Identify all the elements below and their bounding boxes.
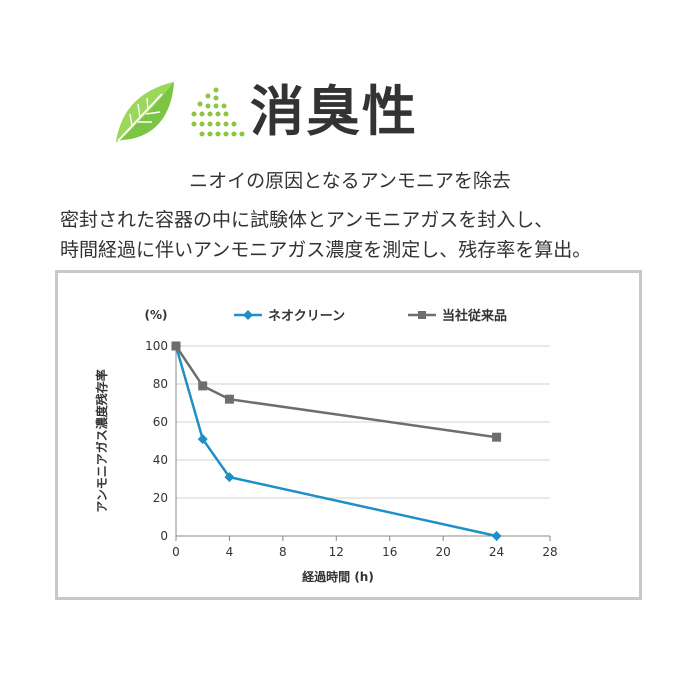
series-1-point-3	[491, 531, 502, 541]
leaf-icon	[116, 82, 174, 142]
x-tick-label-8: 8	[279, 545, 287, 559]
x-tick-label-28: 28	[542, 545, 557, 559]
description: 密封された容器の中に試験体とアンモニアガスを封入し、 時間経過に伴いアンモニアガ…	[60, 205, 660, 265]
description-line-2: 時間経過に伴いアンモニアガス濃度を測定し、残存率を算出。	[60, 239, 592, 261]
page-title: 消臭性	[250, 80, 418, 143]
series-1-point-2	[224, 472, 235, 483]
y-tick-label-60: 60	[153, 415, 168, 429]
series-2-point-2	[224, 394, 234, 404]
x-axis-title: 経過時間 (h)	[302, 569, 374, 584]
y-unit-label: (%)	[145, 308, 168, 322]
series-2-point-0	[171, 341, 181, 351]
x-tick-label-4: 4	[226, 545, 234, 559]
spray-dots-icon	[191, 87, 245, 137]
x-tick-label-0: 0	[172, 545, 180, 559]
y-tick-label-40: 40	[153, 453, 168, 467]
x-tick-label-24: 24	[489, 545, 504, 559]
legend-label-1: ネオクリーン	[268, 309, 345, 324]
series-line-2	[174, 345, 497, 439]
x-tick-label-20: 20	[436, 545, 451, 559]
y-axis-title: アンモニアガス濃度残存率	[94, 369, 109, 513]
header: 消臭性	[110, 72, 590, 152]
y-tick-label-80: 80	[153, 377, 168, 391]
x-tick-label-16: 16	[382, 545, 397, 559]
legend-marker-2	[418, 311, 426, 319]
x-tick-label-12: 12	[329, 545, 344, 559]
y-tick-label-0: 0	[160, 529, 168, 543]
series-1-point-1	[197, 434, 208, 445]
chart-frame: 0 20 40 60 80 100 0 4 8 12 16 20 24 28 (%) アンモニアガス濃度残存率…	[55, 270, 642, 600]
y-tick-label-100: 100	[145, 339, 168, 353]
legend-label-2: 当社従来品	[442, 308, 507, 324]
series-2-point-1	[198, 381, 208, 391]
series-2-point-3	[492, 432, 502, 442]
y-tick-label-20: 20	[153, 491, 168, 505]
line-chart: 0 20 40 60 80 100 0 4 8 12 16 20 24 28 (%) アンモニアガス濃度残存率…	[94, 308, 558, 584]
legend-marker-1	[243, 310, 253, 320]
series-line-1	[174, 345, 497, 538]
subtitle: ニオイの原因となるアンモニアを除去	[189, 170, 511, 192]
description-line-1: 密封された容器の中に試験体とアンモニアガスを封入し、	[60, 209, 554, 231]
